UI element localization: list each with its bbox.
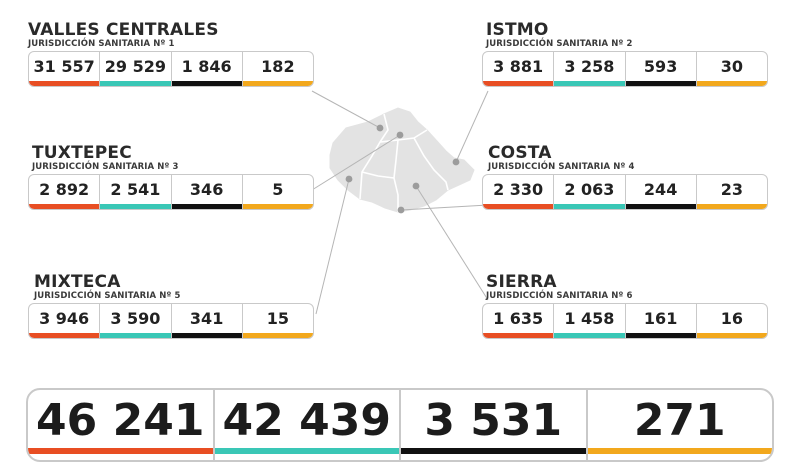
leader-line-tuxtepec [311,134,401,191]
stat-value-3: 341 [170,304,243,338]
stats-row: 2 892 2 541 346 5 [28,174,314,210]
dot-tuxtepec [396,131,404,139]
stat-value-1: 2 330 [483,175,554,209]
leader-line-mixteca [315,178,350,315]
region-jurisdiction: JURISDICCIÓN SANITARIA Nº 4 [488,162,635,172]
stat-value-3: 244 [624,175,697,209]
stat-value-3: 346 [170,175,243,209]
border-line [359,113,389,200]
border-line [413,137,449,191]
stat-value-3: 1 846 [170,52,243,86]
region-title: VALLES CENTRALES [28,20,219,40]
stat-value-4: 5 [241,175,313,209]
leader-line-sierra [415,185,489,301]
stats-row: 3 946 3 590 341 15 [28,303,314,339]
leader-line-istmo [455,90,489,163]
leader-line-costa [400,204,489,211]
state-silhouette [329,107,475,213]
stat-value-4: 30 [695,52,767,86]
region-jurisdiction: JURISDICCIÓN SANITARIA Nº 3 [32,162,179,172]
infographic: VALLES CENTRALES JURISDICCIÓN SANITARIA … [26,20,774,462]
dot-mixteca [345,175,353,183]
stat-value-2: 29 529 [99,52,171,86]
stat-value-2: 3 590 [99,304,171,338]
region-title: TUXTEPEC [32,143,132,163]
dot-valles-centrales [376,124,384,132]
stats-row: 31 557 29 529 1 846 182 [28,51,314,87]
stat-value-1: 3 946 [29,304,100,338]
region-jurisdiction: JURISDICCIÓN SANITARIA Nº 6 [486,291,633,301]
region-jurisdiction: JURISDICCIÓN SANITARIA Nº 1 [28,39,175,49]
stats-row: 1 635 1 458 161 16 [482,303,768,339]
region-jurisdiction: JURISDICCIÓN SANITARIA Nº 2 [486,39,633,49]
stat-value-1: 31 557 [29,52,100,86]
stat-value-4: 15 [241,304,313,338]
leader-lines [311,90,489,315]
stat-value-2: 2 541 [99,175,171,209]
region-title: COSTA [488,143,552,163]
dot-istmo [452,158,460,166]
region-title: SIERRA [486,272,557,292]
jurisdiction-borders [359,113,449,212]
region-title: MIXTECA [34,272,121,292]
stat-value-4: 182 [241,52,313,86]
stat-value-1: 3 881 [483,52,554,86]
stats-row: 2 330 2 063 244 23 [482,174,768,210]
stat-value-3: 593 [624,52,697,86]
stats-row: 3 881 3 258 593 30 [482,51,768,87]
stat-value-4: 16 [695,304,767,338]
region-jurisdiction: JURISDICCIÓN SANITARIA Nº 5 [34,291,181,301]
region-title: ISTMO [486,20,549,40]
oaxaca-map [311,90,489,315]
state-totals: 46 241 42 439 3 531 271 [26,388,774,462]
border-line [361,171,395,179]
stat-value-2: 1 458 [553,304,625,338]
stat-value-4: 23 [695,175,767,209]
border-line [379,129,428,143]
region-dots [345,124,460,214]
stat-value-2: 3 258 [553,52,625,86]
leader-line-valles-centrales [311,90,381,129]
map-shape [329,107,475,213]
dot-sierra [412,182,420,190]
dot-costa [397,206,405,214]
stat-value-1: 2 892 [29,175,100,209]
stat-value-3: 161 [624,304,697,338]
total-value-2: 42 439 [212,390,400,460]
stat-value-1: 1 635 [483,304,554,338]
stat-value-2: 2 063 [553,175,625,209]
